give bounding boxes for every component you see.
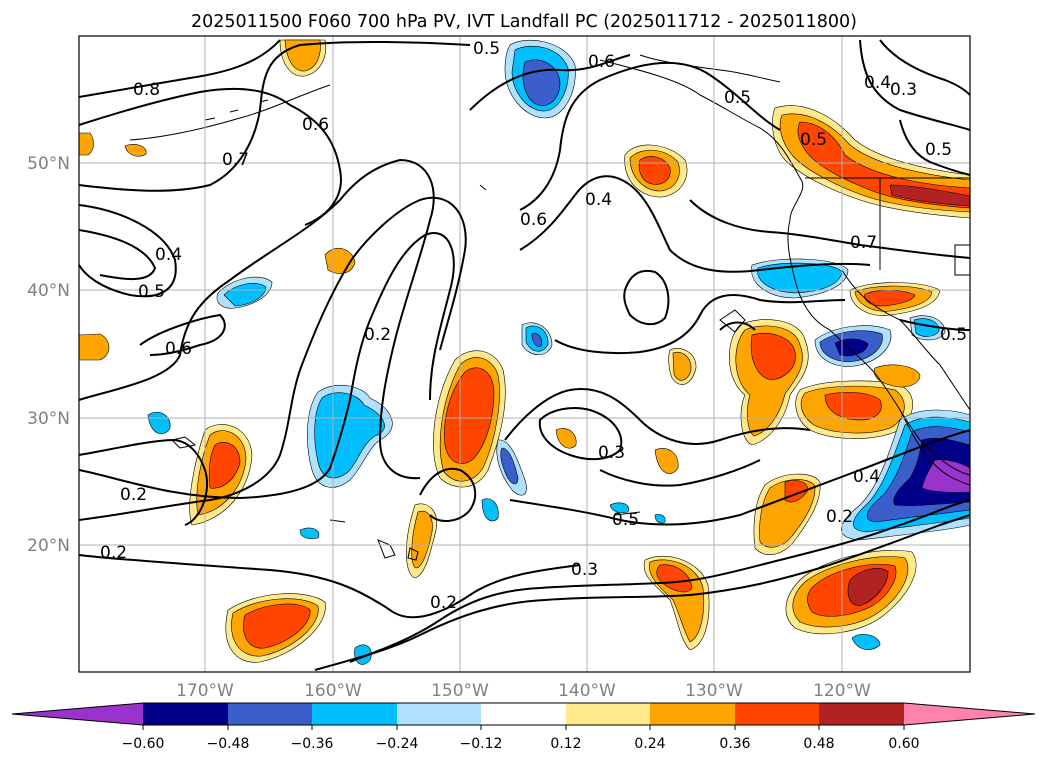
colorbar-swatch: [481, 703, 566, 725]
pv-contours: [78, 39, 971, 671]
colorbar-swatch: [228, 703, 313, 725]
colorbar-swatch: [735, 703, 820, 725]
contour-label: 0.5: [612, 510, 639, 530]
contour-label: 0.5: [473, 39, 500, 59]
contour-label: 0.3: [571, 560, 598, 580]
colorbar-tick-label: −0.60: [122, 736, 165, 752]
colorbar-swatch: [143, 703, 228, 725]
contour-label: 0.3: [598, 443, 625, 463]
contour-label: 0.2: [100, 543, 127, 563]
contour-label: 0.6: [165, 339, 192, 359]
lat-label: 30°N: [27, 409, 70, 429]
colorbar-tick-label: 0.36: [719, 736, 750, 752]
contour-label: 0.2: [364, 325, 391, 345]
contour-label: 0.2: [120, 485, 147, 505]
map-frame: [78, 35, 971, 673]
contour-label: 0.2: [826, 507, 853, 527]
longitude-labels: 170°W 160°W 150°W 140°W 130°W 120°W: [176, 681, 871, 701]
colorbar-tick-label: −0.24: [376, 736, 419, 752]
contour-label: 0.5: [138, 282, 165, 302]
lat-label: 50°N: [27, 154, 70, 174]
contour-label: 0.4: [853, 467, 880, 487]
contour-label: 0.4: [864, 73, 891, 93]
contour-labels: 0.5 0.8 0.6 0.7 0.4 0.5 0.6 0.2 0.6 0.4 …: [100, 39, 967, 613]
colorbar-tick-label: −0.48: [207, 736, 250, 752]
contour-label: 0.8: [133, 80, 160, 100]
gridlines: [79, 36, 970, 672]
lat-label: 20°N: [27, 536, 70, 556]
contour-label: 0.2: [430, 593, 457, 613]
contour-label: 0.5: [940, 325, 967, 345]
contour-label: 0.6: [588, 52, 615, 72]
colorbar-swatch: [566, 703, 651, 725]
colorbar: −0.60 −0.48 −0.36 −0.24 −0.12 0.12 0.24 …: [11, 702, 1036, 752]
colorbar-swatch: [312, 703, 397, 725]
colorbar-extend-high: [904, 703, 1035, 725]
colorbar-extend-low: [12, 703, 143, 725]
contour-label: 0.4: [155, 245, 182, 265]
lon-label: 170°W: [176, 681, 234, 701]
contour-label: 0.6: [520, 210, 547, 230]
map-panel: 0.5 0.8 0.6 0.7 0.4 0.5 0.6 0.2 0.6 0.4 …: [78, 35, 971, 673]
contour-label: 0.5: [925, 140, 952, 160]
colorbar-tick-label: 0.60: [888, 736, 919, 752]
contour-label: 0.4: [585, 190, 612, 210]
lon-label: 140°W: [558, 681, 616, 701]
colorbar-swatch: [819, 703, 904, 725]
latitude-labels: 50°N 40°N 30°N 20°N: [27, 154, 70, 556]
colorbar-tick-label: −0.12: [460, 736, 503, 752]
lat-label: 40°N: [27, 281, 70, 301]
colorbar-swatch: [397, 703, 482, 725]
contour-label: 0.5: [724, 88, 751, 108]
contour-label: 0.7: [222, 150, 249, 170]
colorbar-tick-label: −0.36: [291, 736, 334, 752]
colorbar-tick-label: 0.12: [550, 736, 581, 752]
map-title: 2025011500 F060 700 hPa PV, IVT Landfall…: [191, 12, 857, 32]
contour-label: 0.6: [302, 115, 329, 135]
lon-label: 150°W: [431, 681, 489, 701]
contour-label: 0.7: [850, 233, 877, 253]
contour-label: 0.5: [800, 130, 827, 150]
colorbar-tick-label: 0.48: [803, 736, 834, 752]
colorbar-swatch: [650, 703, 735, 725]
lon-label: 120°W: [813, 681, 871, 701]
lon-label: 130°W: [685, 681, 743, 701]
colorbar-tick-label: 0.24: [634, 736, 665, 752]
contour-label: 0.3: [890, 80, 917, 100]
coastlines: [129, 54, 971, 561]
lon-label: 160°W: [304, 681, 362, 701]
